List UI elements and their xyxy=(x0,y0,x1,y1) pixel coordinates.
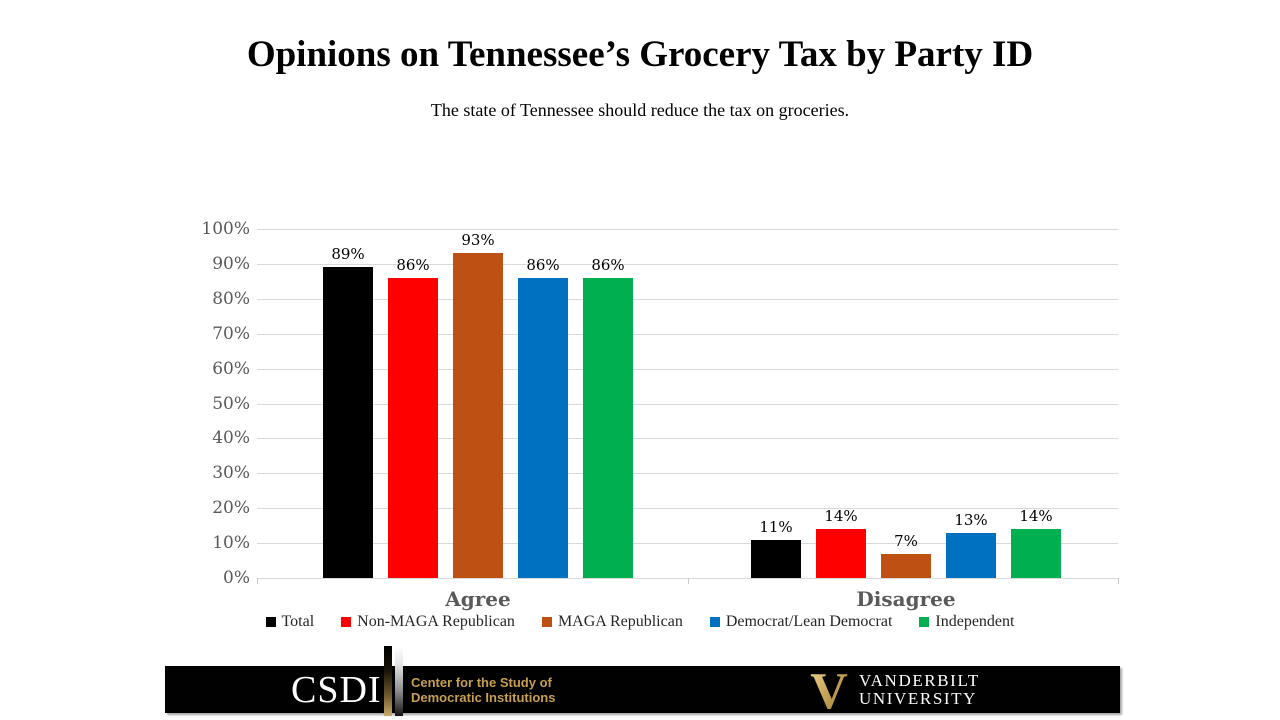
y-axis-label: 20% xyxy=(212,498,250,519)
y-axis-label: 0% xyxy=(223,568,250,588)
gridline xyxy=(257,229,1118,230)
legend-item: Non-MAGA Republican xyxy=(341,613,515,631)
csdi-divider-gold-bar xyxy=(384,646,392,716)
bar-value-label: 14% xyxy=(1019,507,1053,526)
chart-subtitle: The state of Tennessee should reduce the… xyxy=(430,100,850,120)
footer-logo-bar: CSDI Center for the Study of Democratic … xyxy=(165,666,1120,713)
gridline xyxy=(257,403,1118,405)
legend-marker xyxy=(265,617,276,627)
bar-value-label: 14% xyxy=(824,507,858,526)
legend-marker xyxy=(541,617,552,627)
bar-value-label: 11% xyxy=(759,517,793,536)
legend-item: Independent xyxy=(919,613,1014,631)
legend-label: Total xyxy=(281,613,315,630)
y-axis-label: 40% xyxy=(212,428,250,449)
x-axis-tick xyxy=(687,578,689,584)
legend-marker xyxy=(341,617,352,627)
bar-value-label: 7% xyxy=(894,531,918,550)
y-axis-label: 80% xyxy=(212,288,250,309)
bar xyxy=(518,277,568,578)
bar-value-label: 86% xyxy=(591,255,625,274)
bar xyxy=(388,277,438,578)
gridline xyxy=(257,298,1118,300)
vanderbilt-wordmark: VANDERBILT UNIVERSITY xyxy=(859,672,980,708)
csdi-caption-line2: Democratic Institutions xyxy=(411,690,556,705)
bar-value-label: 13% xyxy=(954,510,988,529)
chart-legend: Total Non-MAGA Republican MAGA Republican D… xyxy=(0,613,1280,631)
csdi-caption: Center for the Study of Democratic Insti… xyxy=(411,675,555,705)
gridline xyxy=(257,438,1118,440)
svg-text:V: V xyxy=(810,668,848,712)
vanderbilt-line1: VANDERBILT xyxy=(859,671,980,690)
csdi-caption-line1: Center for the Study of xyxy=(411,675,552,690)
csdi-divider-silver-bar xyxy=(395,646,403,716)
vanderbilt-v-icon: V xyxy=(810,668,848,712)
gridline xyxy=(257,263,1118,265)
bar xyxy=(323,267,373,578)
legend-item: MAGA Republican xyxy=(541,613,683,631)
bar xyxy=(453,253,503,578)
legend-marker xyxy=(709,617,720,627)
bar xyxy=(751,539,801,578)
bar xyxy=(816,529,866,578)
y-axis-label: 30% xyxy=(212,463,250,484)
bar xyxy=(881,553,931,578)
bar-chart: 0% 10% 20% 30% 40% 50% 60% 70% 80% 90% 100% 89% 86% 9… xyxy=(201,219,1119,611)
gridline xyxy=(257,473,1118,475)
gridline xyxy=(257,368,1118,370)
gridline xyxy=(257,543,1118,545)
legend-item: Total xyxy=(265,613,315,631)
y-axis-label: 60% xyxy=(212,358,250,379)
bar xyxy=(1011,529,1061,578)
legend-marker xyxy=(919,617,930,627)
csdi-logo-text: CSDI xyxy=(291,669,382,711)
y-axis-label: 100% xyxy=(201,219,250,239)
bar-value-label: 86% xyxy=(526,255,560,274)
vanderbilt-line2: UNIVERSITY xyxy=(859,689,977,708)
y-axis-label: 70% xyxy=(212,323,250,344)
legend-label: Non-MAGA Republican xyxy=(357,613,515,630)
x-axis-tick xyxy=(1118,578,1119,584)
chart-title: Opinions on Tennessee’s Grocery Tax by P… xyxy=(246,34,1034,75)
bar-value-label: 86% xyxy=(396,255,430,274)
legend-label: Democrat/Lean Democrat xyxy=(725,613,893,630)
y-axis-label: 90% xyxy=(212,253,250,274)
legend-item: Democrat/Lean Democrat xyxy=(709,613,893,631)
bar-value-label: 89% xyxy=(331,245,365,264)
vanderbilt-logo: V VANDERBILT UNIVERSITY xyxy=(805,668,980,712)
legend-label: Independent xyxy=(935,613,1015,630)
gridline xyxy=(257,508,1118,510)
y-axis-label: 10% xyxy=(212,533,250,554)
x-axis-tick xyxy=(257,578,258,584)
bar-value-label: 93% xyxy=(461,231,495,250)
category-label: Disagree xyxy=(856,587,956,611)
bar xyxy=(946,532,996,578)
legend-label: MAGA Republican xyxy=(557,613,683,630)
gridline xyxy=(257,333,1118,335)
category-label: Agree xyxy=(445,587,511,611)
y-axis-label: 50% xyxy=(212,393,250,414)
bar xyxy=(583,277,633,578)
